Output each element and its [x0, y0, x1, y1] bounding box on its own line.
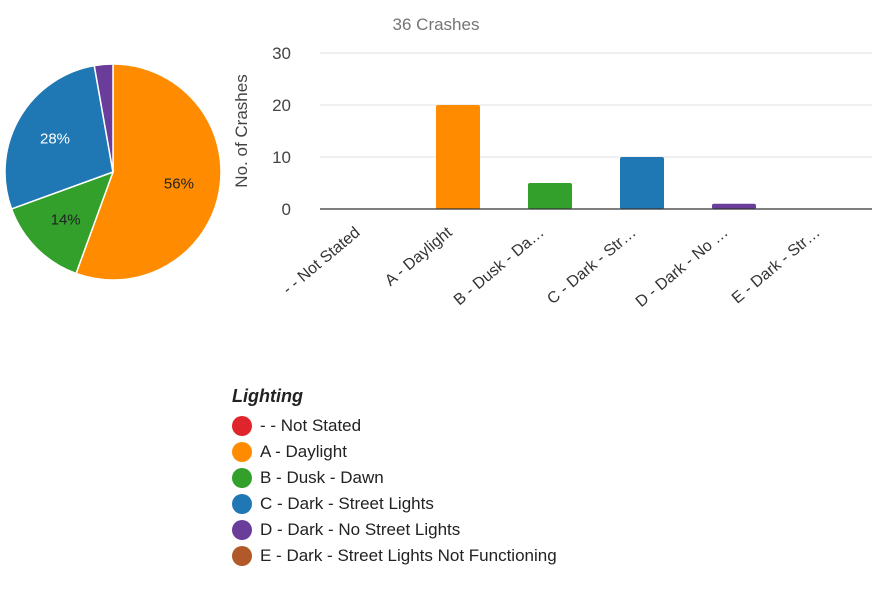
- legend-item: A - Daylight: [232, 439, 557, 465]
- chart-title: 36 Crashes: [393, 15, 480, 34]
- pie-slice-label: 56%: [164, 176, 194, 193]
- legend-title: Lighting: [232, 386, 303, 406]
- x-tick-label: D - Dark - No …: [633, 224, 732, 311]
- pie-slice: [10, 170, 115, 275]
- legend-items: - - Not Stated A - Daylight B - Dusk - Daw…: [232, 413, 557, 569]
- legend-swatch: [232, 546, 252, 566]
- legend: Lighting - - Not Stated A - Daylight B - D…: [232, 386, 557, 569]
- pie-chart: 56% 14% 28%: [4, 63, 222, 281]
- legend-item: B - Dusk - Dawn: [232, 465, 557, 491]
- legend-item: D - Dark - No Street Lights: [232, 517, 557, 543]
- y-tick-label: 0: [282, 200, 291, 219]
- pie-slice: [75, 63, 222, 281]
- legend-item: - - Not Stated: [232, 413, 557, 439]
- legend-item: C - Dark - Street Lights: [232, 491, 557, 517]
- y-tick-label: 30: [272, 44, 291, 63]
- x-tick-label: A - Daylight: [382, 224, 456, 290]
- legend-label: E - Dark - Street Lights Not Functioning: [260, 546, 557, 565]
- legend-label: D - Dark - No Street Lights: [260, 520, 461, 539]
- legend-label: C - Dark - Street Lights: [260, 494, 434, 513]
- legend-label: B - Dusk - Dawn: [260, 468, 384, 487]
- legend-swatch: [232, 468, 252, 488]
- bar: [436, 105, 480, 209]
- pie-slice-label: 14%: [51, 211, 81, 228]
- pie-slice-label: 28%: [40, 131, 70, 148]
- legend-swatch: [232, 494, 252, 514]
- legend-label: - - Not Stated: [260, 416, 362, 435]
- bar: [712, 203, 756, 209]
- bar: [620, 157, 664, 209]
- pie-slice: [93, 63, 114, 173]
- bar: [528, 183, 572, 209]
- legend-swatch: [232, 442, 252, 462]
- bar-chart: 36 Crashes No. of Crashes 0 10 20 30 - - Not S…: [232, 15, 872, 311]
- x-tick-label: B - Dusk - Da…: [451, 224, 548, 309]
- y-axis-label: No. of Crashes: [232, 74, 251, 187]
- legend-item: E - Dark - Street Lights Not Functioning: [232, 543, 557, 569]
- y-tick-label: 20: [272, 96, 291, 115]
- legend-swatch: [232, 520, 252, 540]
- legend-swatch: [232, 416, 252, 436]
- x-tick-label: E - Dark - Str…: [729, 224, 824, 307]
- pie-slice: [4, 64, 114, 210]
- legend-label: A - Daylight: [260, 442, 347, 461]
- y-tick-label: 10: [272, 148, 291, 167]
- x-tick-label: C - Dark - Str…: [544, 224, 639, 308]
- x-tick-label: - - Not Stated: [280, 224, 364, 298]
